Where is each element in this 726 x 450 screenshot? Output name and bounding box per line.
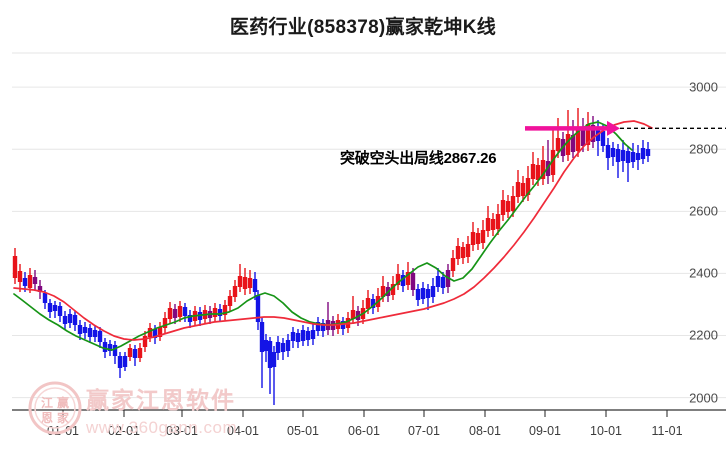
axis-lines	[12, 409, 726, 417]
candlestick-series	[12, 108, 651, 405]
x-axis-tick-label: 06-01	[348, 424, 380, 438]
y-axis-tick-label: 2800	[689, 141, 718, 157]
y-axis-tick-label: 3000	[689, 79, 718, 95]
x-axis-tick-label: 01-01	[47, 424, 79, 438]
y-axis-tick-label: 2600	[689, 203, 718, 219]
breakout-line-overlay	[525, 120, 726, 136]
y-axis-tick-label: 2400	[689, 265, 718, 281]
x-axis-tick-label: 07-01	[408, 424, 440, 438]
x-axis-tick-label: 09-01	[529, 424, 561, 438]
moving-average-lines	[13, 120, 653, 351]
x-axis-tick-label: 11-01	[651, 424, 683, 438]
gridlines	[12, 52, 726, 399]
x-axis-tick-label: 10-01	[590, 424, 622, 438]
breakout-annotation-label: 突破空头出局线2867.26	[340, 150, 497, 167]
x-axis-tick-label: 05-01	[287, 424, 319, 438]
page-title: 医药行业(858378)赢家乾坤K线	[229, 17, 497, 38]
x-axis-tick-label: 02-01	[108, 424, 140, 438]
x-axis-tick-label: 03-01	[166, 424, 198, 438]
x-axis-tick-label: 08-01	[469, 424, 501, 438]
x-axis-tick-label: 04-01	[227, 424, 259, 438]
y-axis-tick-label: 2000	[689, 390, 718, 406]
y-axis-tick-label: 2200	[689, 327, 718, 343]
